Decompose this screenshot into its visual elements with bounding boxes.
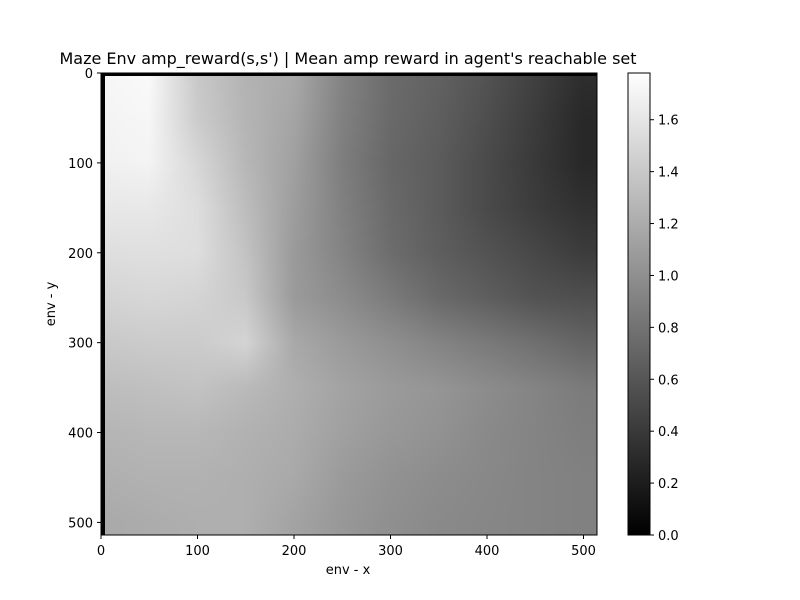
x-tick-label: 200 — [282, 544, 307, 559]
colorbar: 0.0 0.2 0.4 0.6 0.8 1.0 1.2 1.4 1.6 — [627, 72, 679, 544]
plot-frame — [100, 72, 598, 536]
colorbar-tick-label: 0.0 — [658, 529, 679, 544]
x-tick-label: 400 — [475, 544, 500, 559]
x-tick-label: 300 — [378, 544, 403, 559]
y-tick-label: 400 — [68, 427, 93, 442]
x-tick-label: 100 — [185, 544, 210, 559]
colorbar-tick-label: 0.4 — [658, 425, 679, 440]
x-axis-label: env - x — [326, 563, 371, 578]
colorbar-tick-label: 1.0 — [658, 269, 679, 284]
maze-wall-top — [101, 73, 597, 76]
y-tick-label: 0 — [85, 67, 93, 82]
x-tick-label: 0 — [97, 544, 105, 559]
colorbar-ticks: 0.0 0.2 0.4 0.6 0.8 1.0 1.2 1.4 1.6 — [650, 114, 679, 544]
colorbar-tick-label: 0.6 — [658, 373, 679, 388]
x-axis: 0 100 200 300 400 500 — [97, 535, 596, 559]
chart-title: Maze Env amp_reward(s,s') | Mean amp rew… — [59, 49, 636, 69]
maze-wall-left — [101, 73, 105, 535]
x-tick-label: 500 — [571, 544, 596, 559]
colorbar-tick-label: 1.4 — [658, 166, 679, 181]
y-tick-label: 500 — [68, 516, 93, 531]
colorbar-tick-label: 0.2 — [658, 477, 679, 492]
y-tick-label: 200 — [68, 247, 93, 262]
y-axis: 0 100 200 300 400 500 — [68, 67, 101, 531]
plot-area — [100, 72, 598, 536]
y-tick-label: 100 — [68, 157, 93, 172]
colorbar-tick-label: 0.8 — [658, 321, 679, 336]
colorbar-gradient — [627, 72, 651, 536]
colorbar-tick-label: 1.6 — [658, 114, 679, 129]
colorbar-tick-label: 1.2 — [658, 218, 679, 233]
heatmap-image — [101, 73, 597, 535]
y-axis-label: env - y — [44, 281, 59, 326]
y-tick-label: 300 — [68, 337, 93, 352]
